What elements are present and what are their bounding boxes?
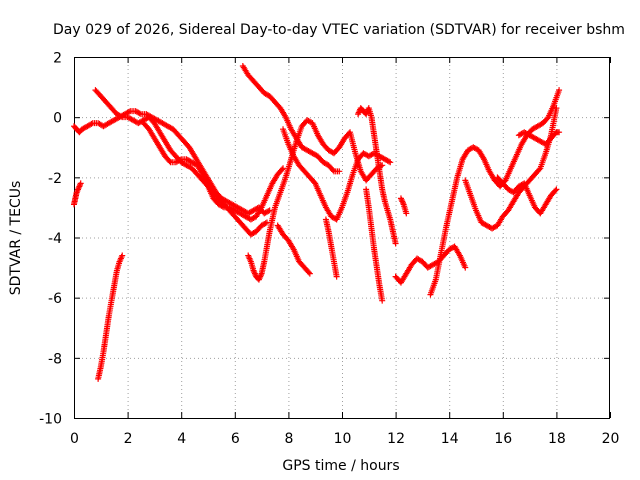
x-tick-label: 4: [177, 431, 186, 447]
series-arc-i: [280, 126, 394, 223]
series-arc-r: [515, 129, 563, 148]
series-arc-n: [397, 195, 410, 217]
data-point: [166, 158, 173, 165]
x-tick-label: 10: [334, 431, 352, 447]
x-tick-label: 12: [387, 431, 405, 447]
x-tick-label: 16: [494, 431, 512, 447]
x-tick-label: 0: [70, 431, 79, 447]
data-point: [88, 120, 95, 127]
series-arc-f: [239, 63, 343, 175]
data-point: [77, 180, 84, 187]
series-arc-k: [355, 105, 399, 247]
series-arc-g: [245, 117, 386, 283]
y-tick-label: -4: [48, 231, 62, 247]
y-tick-label: -6: [48, 291, 62, 307]
data-point: [176, 157, 183, 164]
data-point: [556, 129, 563, 136]
data-point: [392, 240, 399, 247]
y-tick-label: -8: [48, 351, 62, 367]
data-point: [333, 273, 340, 280]
data-point: [262, 220, 269, 227]
data-point: [117, 113, 124, 120]
data-point: [553, 186, 560, 193]
data-point: [306, 270, 313, 277]
series-arc-l: [363, 186, 386, 304]
y-tick-label: -10: [39, 412, 62, 428]
y-tick-label: 2: [53, 51, 62, 67]
x-tick-label: 8: [284, 431, 293, 447]
chart-title: Day 029 of 2026, Sidereal Day-to-day VTE…: [53, 22, 625, 38]
data-point: [125, 108, 132, 115]
data-point: [280, 165, 287, 172]
series-arc-o: [427, 87, 563, 298]
data-point: [136, 110, 143, 117]
data-point: [403, 210, 410, 217]
series-arc-d: [95, 252, 126, 382]
data-point: [385, 158, 392, 165]
data-point: [266, 207, 273, 214]
data-point: [379, 162, 386, 169]
axis-ticks: 0 2 4 6 8 10 12 14 16 18 20 -10 -8 -6 -4 -2 0 2: [39, 51, 619, 448]
data-point: [336, 168, 343, 175]
y-axis-label: SDTVAR / TECUs: [8, 181, 24, 296]
data-point: [556, 87, 563, 94]
x-tick-label: 14: [441, 431, 459, 447]
x-tick-label: 6: [231, 431, 240, 447]
grid-lines: [74, 57, 610, 418]
data-point: [265, 208, 272, 215]
series-arc-j: [322, 216, 340, 280]
data-point: [219, 203, 226, 210]
data-point: [387, 159, 394, 166]
x-tick-label: 20: [602, 431, 620, 447]
series-arc-c: [71, 180, 84, 208]
data-point: [379, 297, 386, 304]
data-marks: [71, 63, 563, 382]
x-axis-label: GPS time / hours: [282, 458, 399, 474]
data-point: [462, 264, 469, 271]
data-point: [119, 252, 126, 259]
data-point: [536, 166, 543, 173]
series-arc-q: [494, 174, 560, 217]
x-tick-label: 2: [124, 431, 133, 447]
data-point: [305, 269, 312, 276]
data-point: [552, 187, 559, 194]
y-tick-label: -2: [48, 171, 62, 187]
data-point: [553, 105, 560, 112]
series-arc-e: [140, 120, 287, 223]
series-arc-m: [392, 243, 469, 286]
series-arc-h: [274, 222, 313, 277]
data-point: [278, 166, 285, 173]
x-tick-label: 18: [548, 431, 566, 447]
y-tick-label: 0: [53, 111, 62, 127]
data-point: [329, 167, 336, 174]
